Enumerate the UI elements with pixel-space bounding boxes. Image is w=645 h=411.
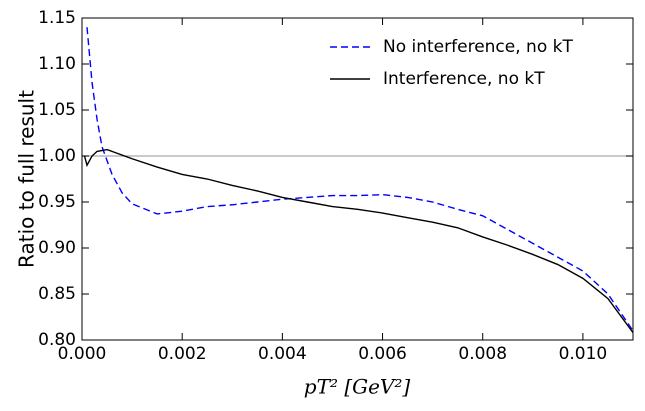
y-tick-label: 1.10: [38, 54, 76, 74]
x-tick-label: 0.008: [458, 344, 507, 364]
y-tick-label: 0.95: [38, 192, 76, 212]
y-tick-label: 1.05: [38, 100, 76, 120]
x-tick-label: 0.004: [258, 344, 307, 364]
legend-label: No interference, no kT: [383, 37, 573, 57]
y-tick-label: 1.00: [38, 146, 76, 166]
x-tick-label: 0.006: [358, 344, 407, 364]
legend-label: Interference, no kT: [383, 69, 545, 89]
y-tick-label: 1.15: [38, 8, 76, 28]
x-tick-label: 0.000: [58, 344, 107, 364]
x-tick-label: 0.002: [158, 344, 207, 364]
y-axis-label: Ratio to full result: [15, 90, 39, 268]
y-tick-label: 0.85: [38, 284, 76, 304]
y-tick-label: 0.80: [38, 330, 76, 350]
plot-frame: [81, 17, 634, 341]
x-tick-label: 0.010: [559, 344, 608, 364]
y-tick-label: 0.90: [38, 238, 76, 258]
series-line: [83, 148, 633, 334]
x-axis-label: pT² [GeV²]: [304, 375, 411, 399]
series-line: [86, 27, 633, 332]
plot-area: [83, 27, 633, 334]
